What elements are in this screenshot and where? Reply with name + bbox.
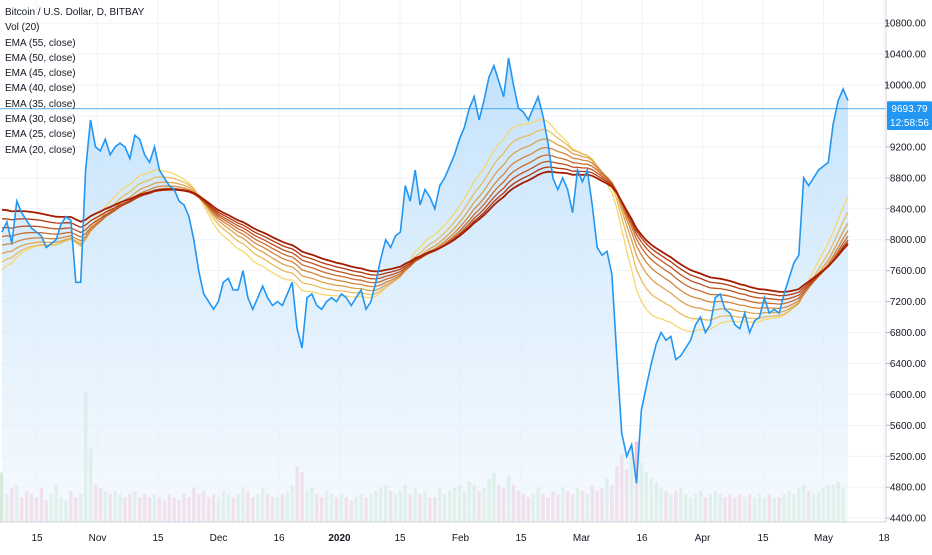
price-line (1, 57, 849, 484)
legend-ema-45[interactable]: EMA (45, close) (5, 68, 76, 80)
y-tick-label: 6000.00 (890, 390, 927, 401)
x-tick-label: 16 (636, 533, 648, 544)
y-tick-label: 7600.00 (890, 266, 927, 277)
y-tick-label: 8400.00 (890, 204, 927, 215)
legend-ema-40[interactable]: EMA (40, close) (5, 83, 76, 95)
x-tick-label: 15 (757, 533, 769, 544)
x-tick-label: May (814, 533, 833, 544)
x-tick-label: 2020 (328, 533, 351, 544)
y-tick-label: 8800.00 (890, 173, 927, 184)
x-tick-label: 16 (273, 533, 285, 544)
ema-25-line (1, 128, 849, 321)
x-tick-label: 15 (31, 533, 43, 544)
volume-bar (0, 472, 4, 522)
y-tick-label: 10400.00 (884, 50, 926, 61)
legend-ema-55[interactable]: EMA (55, close) (5, 37, 76, 49)
y-tick-label: 10000.00 (884, 81, 926, 92)
x-tick-label: 15 (515, 533, 527, 544)
x-tick-label: Nov (89, 533, 107, 544)
x-tick-label: 15 (152, 533, 164, 544)
ema-30-line (1, 138, 849, 315)
legend-ema-30[interactable]: EMA (30, close) (5, 114, 76, 126)
y-tick-label: 10800.00 (884, 19, 926, 30)
x-tick-label: Dec (210, 533, 228, 544)
x-tick-label: 18 (878, 533, 890, 544)
y-tick-label: 8000.00 (890, 235, 927, 246)
legend-vol[interactable]: Vol (20) (5, 22, 40, 34)
countdown-label: 12:58:56 (890, 118, 929, 129)
y-tick-label: 5600.00 (890, 421, 927, 432)
time-axis[interactable]: 15 Nov 15 Dec 16 2020 15 Feb 15 Mar 16 Apr 15 May 18 (31, 533, 890, 544)
x-tick-label: Mar (573, 533, 591, 544)
ema-55-line (1, 170, 849, 293)
countdown-badge: 12:58:56 (887, 115, 932, 130)
plot-area[interactable] (0, 57, 886, 522)
y-tick-label: 5200.00 (890, 452, 927, 463)
x-tick-label: Feb (452, 533, 470, 544)
y-tick-label: 4800.00 (890, 483, 927, 494)
y-tick-label: 6400.00 (890, 359, 927, 370)
x-tick-label: 15 (394, 533, 406, 544)
price-label-badge: 9693.79 (887, 101, 932, 117)
y-tick-label: 6800.00 (890, 328, 927, 339)
y-tick-label: 4400.00 (890, 514, 927, 525)
y-tick-label: 9200.00 (890, 142, 927, 153)
legend-ema-25[interactable]: EMA (25, close) (5, 129, 76, 141)
legend-ema-20[interactable]: EMA (20, close) (5, 144, 76, 156)
y-tick-label: 7200.00 (890, 297, 927, 308)
symbol-title[interactable]: Bitcoin / U.S. Dollar, D, BITBAY (5, 7, 145, 18)
legend-ema-35[interactable]: EMA (35, close) (5, 98, 76, 110)
legend-ema-50[interactable]: EMA (50, close) (5, 52, 76, 64)
price-label: 9693.79 (891, 104, 928, 115)
ema-lines (1, 118, 849, 333)
chart-legend: Bitcoin / U.S. Dollar, D, BITBAY Vol (20… (5, 5, 144, 158)
x-tick-label: Apr (695, 533, 711, 544)
price-area (2, 58, 848, 522)
